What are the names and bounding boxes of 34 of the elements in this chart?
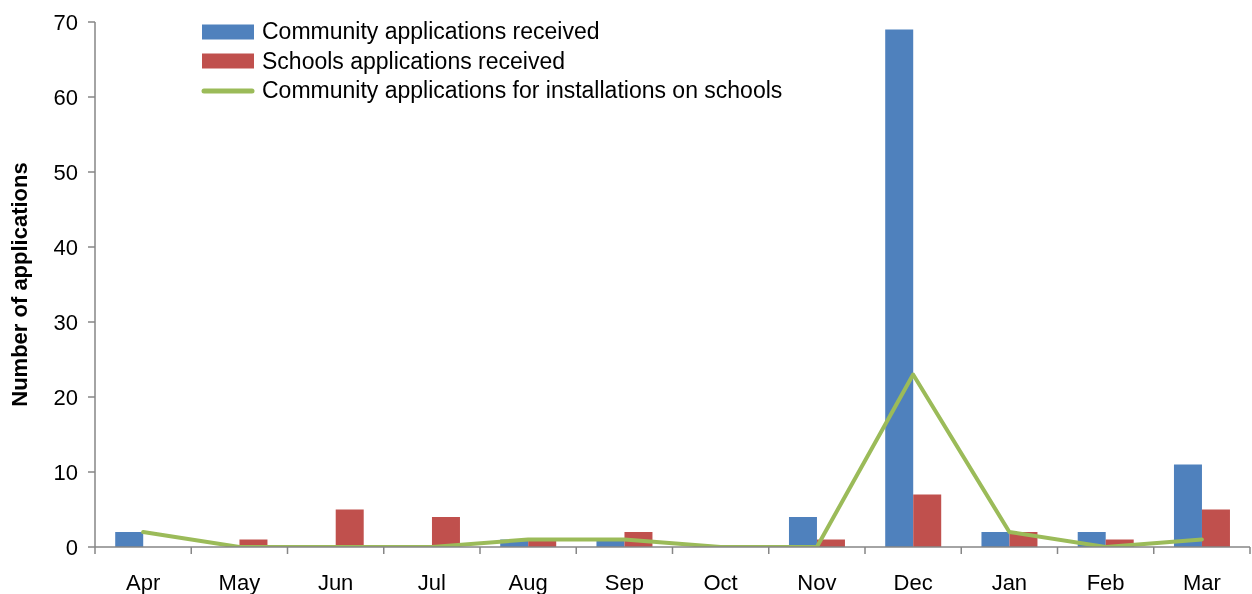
x-tick-label: Dec — [893, 570, 933, 594]
legend-label: Schools applications received — [262, 46, 566, 76]
bar — [1173, 464, 1202, 547]
x-tick-label: Aug — [508, 570, 548, 594]
bar — [1201, 509, 1230, 547]
y-tick-label: 20 — [53, 384, 78, 410]
x-tick-label: Apr — [126, 570, 161, 594]
x-tick-label: Jul — [417, 570, 446, 594]
bar — [913, 494, 942, 547]
y-tick-label: 30 — [53, 309, 78, 335]
y-tick-label: 40 — [53, 234, 78, 260]
y-axis-title: Number of applications — [7, 162, 32, 407]
bar — [885, 29, 914, 547]
x-tick-label: Nov — [797, 570, 837, 594]
x-tick-label: May — [218, 570, 261, 594]
legend-label: Community applications received — [262, 17, 600, 46]
y-tick-label: 70 — [53, 9, 78, 35]
x-tick-label: Mar — [1182, 570, 1221, 594]
x-tick-label: Feb — [1086, 570, 1125, 594]
y-tick-label: 10 — [53, 459, 78, 485]
y-tick-label: 60 — [53, 84, 78, 110]
x-tick-label: Sep — [604, 570, 644, 594]
bar — [335, 509, 364, 547]
bar — [115, 532, 144, 547]
x-tick-label: Jan — [991, 570, 1028, 594]
bar — [788, 517, 817, 547]
y-tick-label: 50 — [53, 159, 78, 185]
x-tick-label: Jun — [317, 570, 354, 594]
bar — [431, 517, 460, 547]
line-series — [141, 372, 1204, 547]
x-tick-label: Oct — [703, 570, 738, 594]
legend-label: Community applications for installations on schools — [262, 76, 783, 105]
bar — [981, 532, 1010, 547]
y-tick-label: 0 — [65, 534, 78, 560]
